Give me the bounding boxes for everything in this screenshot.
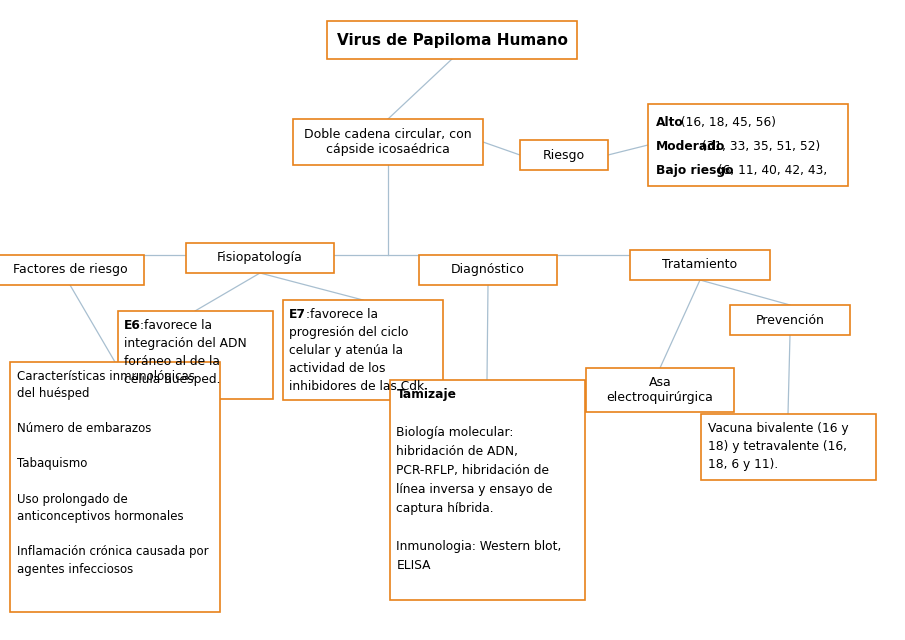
Text: Tabaquismo: Tabaquismo — [17, 458, 88, 470]
Text: inhibidores de las Cdk: inhibidores de las Cdk — [289, 380, 424, 393]
Text: integración del ADN: integración del ADN — [123, 337, 246, 350]
FancyBboxPatch shape — [389, 380, 585, 600]
FancyBboxPatch shape — [186, 243, 334, 273]
FancyBboxPatch shape — [419, 255, 557, 285]
FancyBboxPatch shape — [700, 414, 875, 480]
Text: anticonceptivos hormonales: anticonceptivos hormonales — [17, 510, 184, 523]
FancyBboxPatch shape — [630, 250, 770, 280]
FancyBboxPatch shape — [520, 140, 608, 170]
Text: ELISA: ELISA — [396, 559, 431, 572]
FancyBboxPatch shape — [586, 368, 734, 412]
Text: captura híbrida.: captura híbrida. — [396, 502, 494, 515]
Text: E6: E6 — [123, 319, 140, 332]
Text: Biología molecular:: Biología molecular: — [396, 426, 514, 439]
FancyBboxPatch shape — [0, 255, 144, 285]
FancyBboxPatch shape — [730, 305, 850, 335]
Text: progresión del ciclo: progresión del ciclo — [289, 326, 408, 339]
Text: celular y atenúa la: celular y atenúa la — [289, 344, 403, 357]
Text: :favorece la: :favorece la — [140, 319, 213, 332]
FancyBboxPatch shape — [118, 311, 272, 399]
Text: Diagnóstico: Diagnóstico — [451, 264, 525, 276]
Text: :favorece la: :favorece la — [306, 308, 378, 321]
Text: Doble cadena circular, con
cápside icosaédrica: Doble cadena circular, con cápside icosa… — [304, 128, 472, 156]
Text: Virus de Papiloma Humano: Virus de Papiloma Humano — [337, 33, 567, 47]
Text: Fisiopatología: Fisiopatología — [217, 252, 303, 264]
Text: Vacuna bivalente (16 y: Vacuna bivalente (16 y — [708, 422, 848, 435]
Text: Tratamiento: Tratamiento — [662, 259, 738, 271]
Text: foráneo al de la: foráneo al de la — [123, 355, 219, 368]
Text: Prevención: Prevención — [756, 314, 824, 326]
Text: (6, 11, 40, 42, 43,: (6, 11, 40, 42, 43, — [714, 164, 827, 177]
FancyBboxPatch shape — [327, 21, 577, 59]
Text: Factores de riesgo: Factores de riesgo — [13, 264, 128, 276]
Text: Número de embarazos: Número de embarazos — [17, 422, 151, 435]
Text: Riesgo: Riesgo — [543, 148, 585, 161]
Text: hibridación de ADN,: hibridación de ADN, — [396, 445, 519, 458]
Text: Asa
electroquirúrgica: Asa electroquirúrgica — [606, 376, 713, 404]
Text: línea inversa y ensayo de: línea inversa y ensayo de — [396, 483, 553, 496]
Text: Características inmunológicas: Características inmunológicas — [17, 370, 195, 383]
Text: Inmunologia: Western blot,: Inmunologia: Western blot, — [396, 540, 562, 553]
FancyBboxPatch shape — [10, 362, 220, 612]
Text: (16, 18, 45, 56): (16, 18, 45, 56) — [677, 116, 776, 129]
FancyBboxPatch shape — [293, 119, 483, 165]
Text: Tamizaje: Tamizaje — [396, 388, 456, 401]
Text: Alto: Alto — [656, 116, 684, 129]
FancyBboxPatch shape — [283, 300, 443, 400]
Text: 18) y tetravalente (16,: 18) y tetravalente (16, — [708, 440, 846, 453]
Text: E7: E7 — [289, 308, 306, 321]
Text: actividad de los: actividad de los — [289, 362, 386, 375]
Text: Bajo riesgo: Bajo riesgo — [656, 164, 733, 177]
Text: PCR-RFLP, hibridación de: PCR-RFLP, hibridación de — [396, 464, 549, 477]
Text: Uso prolongado de: Uso prolongado de — [17, 493, 128, 506]
Text: 18, 6 y 11).: 18, 6 y 11). — [708, 458, 777, 471]
FancyBboxPatch shape — [648, 104, 848, 186]
Text: Inflamación crónica causada por: Inflamación crónica causada por — [17, 545, 209, 558]
Text: célula huésped.: célula huésped. — [123, 373, 220, 386]
Text: del huésped: del huésped — [17, 387, 90, 401]
Text: Moderado: Moderado — [656, 140, 726, 153]
Text: agentes infecciosos: agentes infecciosos — [17, 563, 133, 575]
Text: (31, 33, 35, 51, 52): (31, 33, 35, 51, 52) — [699, 140, 821, 153]
